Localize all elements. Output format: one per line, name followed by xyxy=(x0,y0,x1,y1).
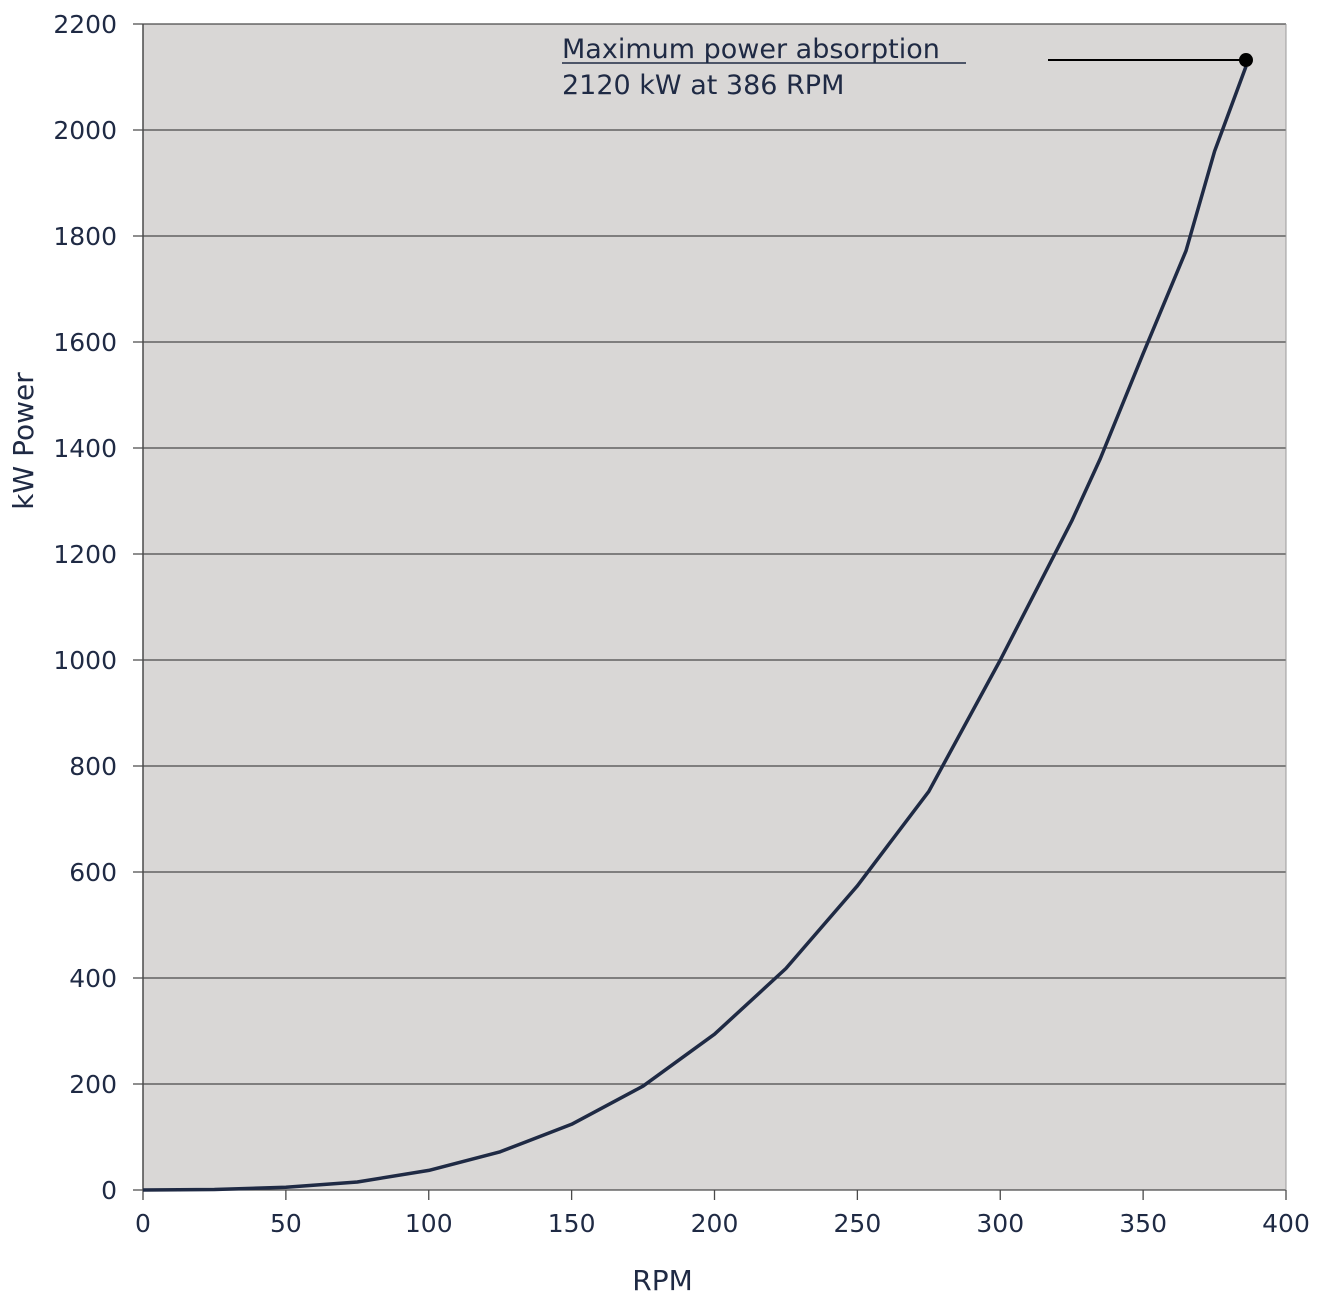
x-tick-label: 50 xyxy=(270,1209,302,1238)
y-tick-labels: 0 200 400 600 800 1000 1200 1400 1600 1800 2000 220… xyxy=(53,10,117,1205)
annotation-title: Maximum power absorption xyxy=(562,34,940,65)
y-tick-label: 800 xyxy=(69,752,117,781)
y-tick-label: 1000 xyxy=(53,646,117,675)
y-tick-label: 1400 xyxy=(53,434,117,463)
x-tick-labels: 0 50 100 150 200 250 300 350 400 xyxy=(135,1209,1310,1238)
x-tick-label: 300 xyxy=(976,1209,1024,1238)
x-tick-label: 400 xyxy=(1262,1209,1310,1238)
axes xyxy=(142,24,1287,1200)
x-tick-label: 100 xyxy=(405,1209,453,1238)
x-tick-label: 0 xyxy=(135,1209,151,1238)
power-curve-line xyxy=(142,65,1248,1192)
y-tick-label: 600 xyxy=(69,858,117,887)
annotation-detail: 2120 kW at 386 RPM xyxy=(562,70,844,101)
y-tick-label: 400 xyxy=(69,964,117,993)
y-tick-label: 1200 xyxy=(53,540,117,569)
y-tick-label: 1600 xyxy=(53,328,117,357)
gridlines xyxy=(133,23,1286,1191)
x-axis-title: RPM xyxy=(632,1264,693,1296)
y-tick-label: 2200 xyxy=(53,10,117,39)
y-tick-label: 1800 xyxy=(53,222,117,251)
plot-background xyxy=(143,24,1286,1190)
x-tick-label: 150 xyxy=(548,1209,596,1238)
y-tick-label: 200 xyxy=(69,1070,117,1099)
y-tick-label: 2000 xyxy=(53,116,117,145)
y-tick-label: 0 xyxy=(101,1176,117,1205)
x-tick-label: 350 xyxy=(1119,1209,1167,1238)
y-axis-title: kW Power xyxy=(7,372,40,510)
max-power-marker xyxy=(1238,53,1253,68)
x-tick-label: 250 xyxy=(834,1209,882,1238)
x-tick-label: 200 xyxy=(691,1209,739,1238)
